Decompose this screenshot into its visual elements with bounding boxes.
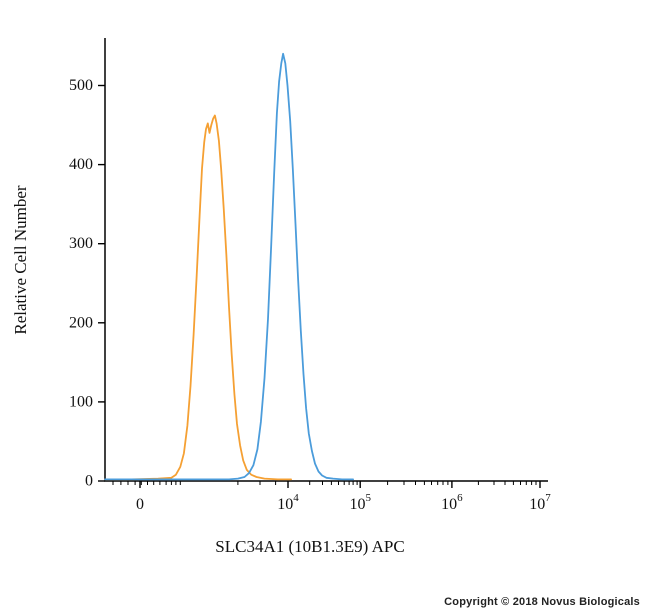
y-tick-label: 0: [85, 473, 93, 490]
axes: [104, 38, 548, 482]
x-tick-label: 104: [277, 492, 299, 513]
series-unstained-control: [104, 114, 292, 481]
y-tick-label: 300: [69, 235, 93, 252]
y-tick-label: 100: [69, 393, 93, 410]
x-tick-label: 105: [349, 492, 371, 513]
y-axis-label: Relative Cell Number: [11, 185, 30, 335]
x-tick-label: 106: [441, 492, 463, 513]
series-slc34a1-apc-stained: [104, 52, 354, 481]
x-tick-label: 0: [136, 496, 144, 513]
copyright-text: Copyright © 2018 Novus Biologicals: [444, 596, 640, 608]
x-axis-label: SLC34A1 (10B1.3E9) APC: [215, 537, 404, 556]
y-tick-label: 500: [69, 77, 93, 94]
x-tick-label: 107: [529, 492, 551, 513]
y-tick-label: 400: [69, 156, 93, 173]
y-tick-label: 200: [69, 314, 93, 331]
